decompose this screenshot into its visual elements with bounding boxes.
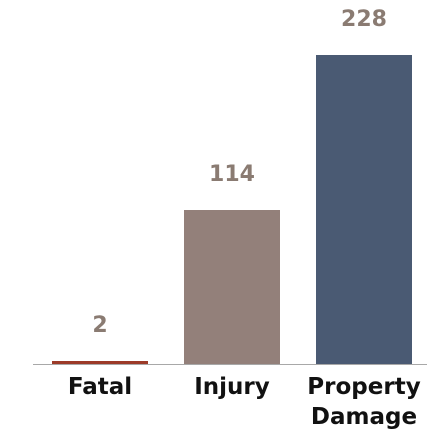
bar (316, 55, 412, 364)
value-label: 2 (92, 313, 108, 339)
value-label: 228 (341, 7, 387, 32)
x-tick-label: Fatal (67, 374, 133, 400)
value-label: 114 (209, 161, 255, 187)
baseline (33, 364, 427, 365)
x-tick-label: Property Damage (307, 374, 421, 430)
x-tick-label: Injury (194, 374, 270, 400)
bar (184, 209, 280, 364)
bar (52, 361, 148, 364)
